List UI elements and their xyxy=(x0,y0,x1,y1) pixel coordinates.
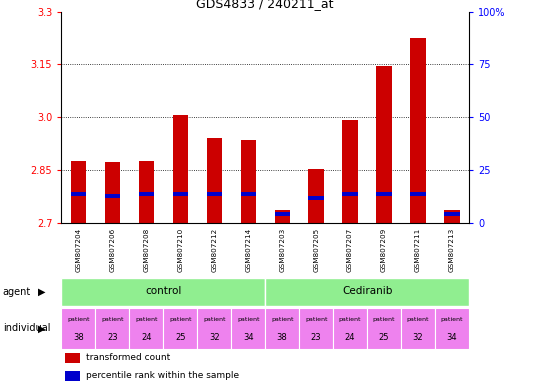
Text: agent: agent xyxy=(3,287,31,297)
Text: GSM807210: GSM807210 xyxy=(177,227,183,272)
Bar xyxy=(129,308,163,349)
Bar xyxy=(376,192,392,196)
Bar xyxy=(61,278,265,306)
Text: 34: 34 xyxy=(447,333,457,342)
Text: patient: patient xyxy=(271,317,293,323)
Bar xyxy=(231,308,265,349)
Text: patient: patient xyxy=(135,317,157,323)
Bar xyxy=(367,308,401,349)
Text: individual: individual xyxy=(3,323,50,333)
Text: patient: patient xyxy=(67,317,90,323)
Bar xyxy=(299,308,333,349)
Text: 23: 23 xyxy=(107,333,118,342)
Bar xyxy=(445,210,459,223)
Bar xyxy=(95,308,129,349)
Bar xyxy=(343,120,358,223)
Bar xyxy=(66,371,79,381)
Text: GSM807206: GSM807206 xyxy=(109,227,115,272)
Title: GDS4833 / 240211_at: GDS4833 / 240211_at xyxy=(197,0,334,10)
Bar xyxy=(207,192,222,196)
Bar xyxy=(435,308,469,349)
Bar xyxy=(61,308,95,349)
Text: GSM807213: GSM807213 xyxy=(449,227,455,272)
Text: 38: 38 xyxy=(73,333,84,342)
Text: ▶: ▶ xyxy=(38,323,46,333)
Bar xyxy=(71,161,86,223)
Text: 24: 24 xyxy=(141,333,151,342)
Text: GSM807205: GSM807205 xyxy=(313,227,319,272)
Text: percentile rank within the sample: percentile rank within the sample xyxy=(86,371,239,380)
Text: 25: 25 xyxy=(175,333,185,342)
Bar xyxy=(274,212,290,216)
Text: 25: 25 xyxy=(379,333,389,342)
Text: patient: patient xyxy=(203,317,225,323)
Text: transformed count: transformed count xyxy=(86,353,170,362)
Bar xyxy=(410,192,426,196)
Bar xyxy=(343,192,358,196)
Bar xyxy=(265,278,469,306)
Text: 23: 23 xyxy=(311,333,321,342)
Bar xyxy=(309,196,324,200)
Bar xyxy=(240,192,256,196)
Bar xyxy=(265,308,299,349)
Text: patient: patient xyxy=(237,317,260,323)
Text: GSM807211: GSM807211 xyxy=(415,227,421,272)
Text: patient: patient xyxy=(305,317,327,323)
Bar xyxy=(104,194,120,198)
Text: GSM807207: GSM807207 xyxy=(347,227,353,272)
Text: 34: 34 xyxy=(243,333,254,342)
Bar xyxy=(207,138,222,223)
Text: patient: patient xyxy=(441,317,463,323)
Bar xyxy=(240,140,256,223)
Bar xyxy=(445,212,459,216)
Bar xyxy=(173,115,188,223)
Bar xyxy=(139,161,154,223)
Text: patient: patient xyxy=(373,317,395,323)
Bar xyxy=(410,38,426,223)
Text: GSM807212: GSM807212 xyxy=(211,227,217,272)
Bar xyxy=(173,192,188,196)
Text: Cediranib: Cediranib xyxy=(342,286,392,296)
Text: patient: patient xyxy=(101,317,124,323)
Text: 24: 24 xyxy=(345,333,356,342)
Text: 32: 32 xyxy=(209,333,220,342)
Text: patient: patient xyxy=(169,317,191,323)
Bar xyxy=(139,192,154,196)
Text: 32: 32 xyxy=(413,333,423,342)
Text: GSM807204: GSM807204 xyxy=(75,227,82,272)
Text: patient: patient xyxy=(407,317,429,323)
Bar xyxy=(71,192,86,196)
Bar xyxy=(274,210,290,223)
Text: GSM807214: GSM807214 xyxy=(245,227,251,272)
Text: control: control xyxy=(145,286,181,296)
Text: GSM807209: GSM807209 xyxy=(381,227,387,272)
Bar xyxy=(309,169,324,223)
Text: 38: 38 xyxy=(277,333,287,342)
Bar xyxy=(66,353,79,362)
Bar xyxy=(163,308,197,349)
Bar xyxy=(104,162,120,223)
Text: GSM807208: GSM807208 xyxy=(143,227,149,272)
Bar xyxy=(197,308,231,349)
Bar xyxy=(376,66,392,223)
Text: GSM807203: GSM807203 xyxy=(279,227,285,272)
Text: ▶: ▶ xyxy=(38,287,46,297)
Bar xyxy=(401,308,435,349)
Text: patient: patient xyxy=(339,317,361,323)
Bar xyxy=(333,308,367,349)
